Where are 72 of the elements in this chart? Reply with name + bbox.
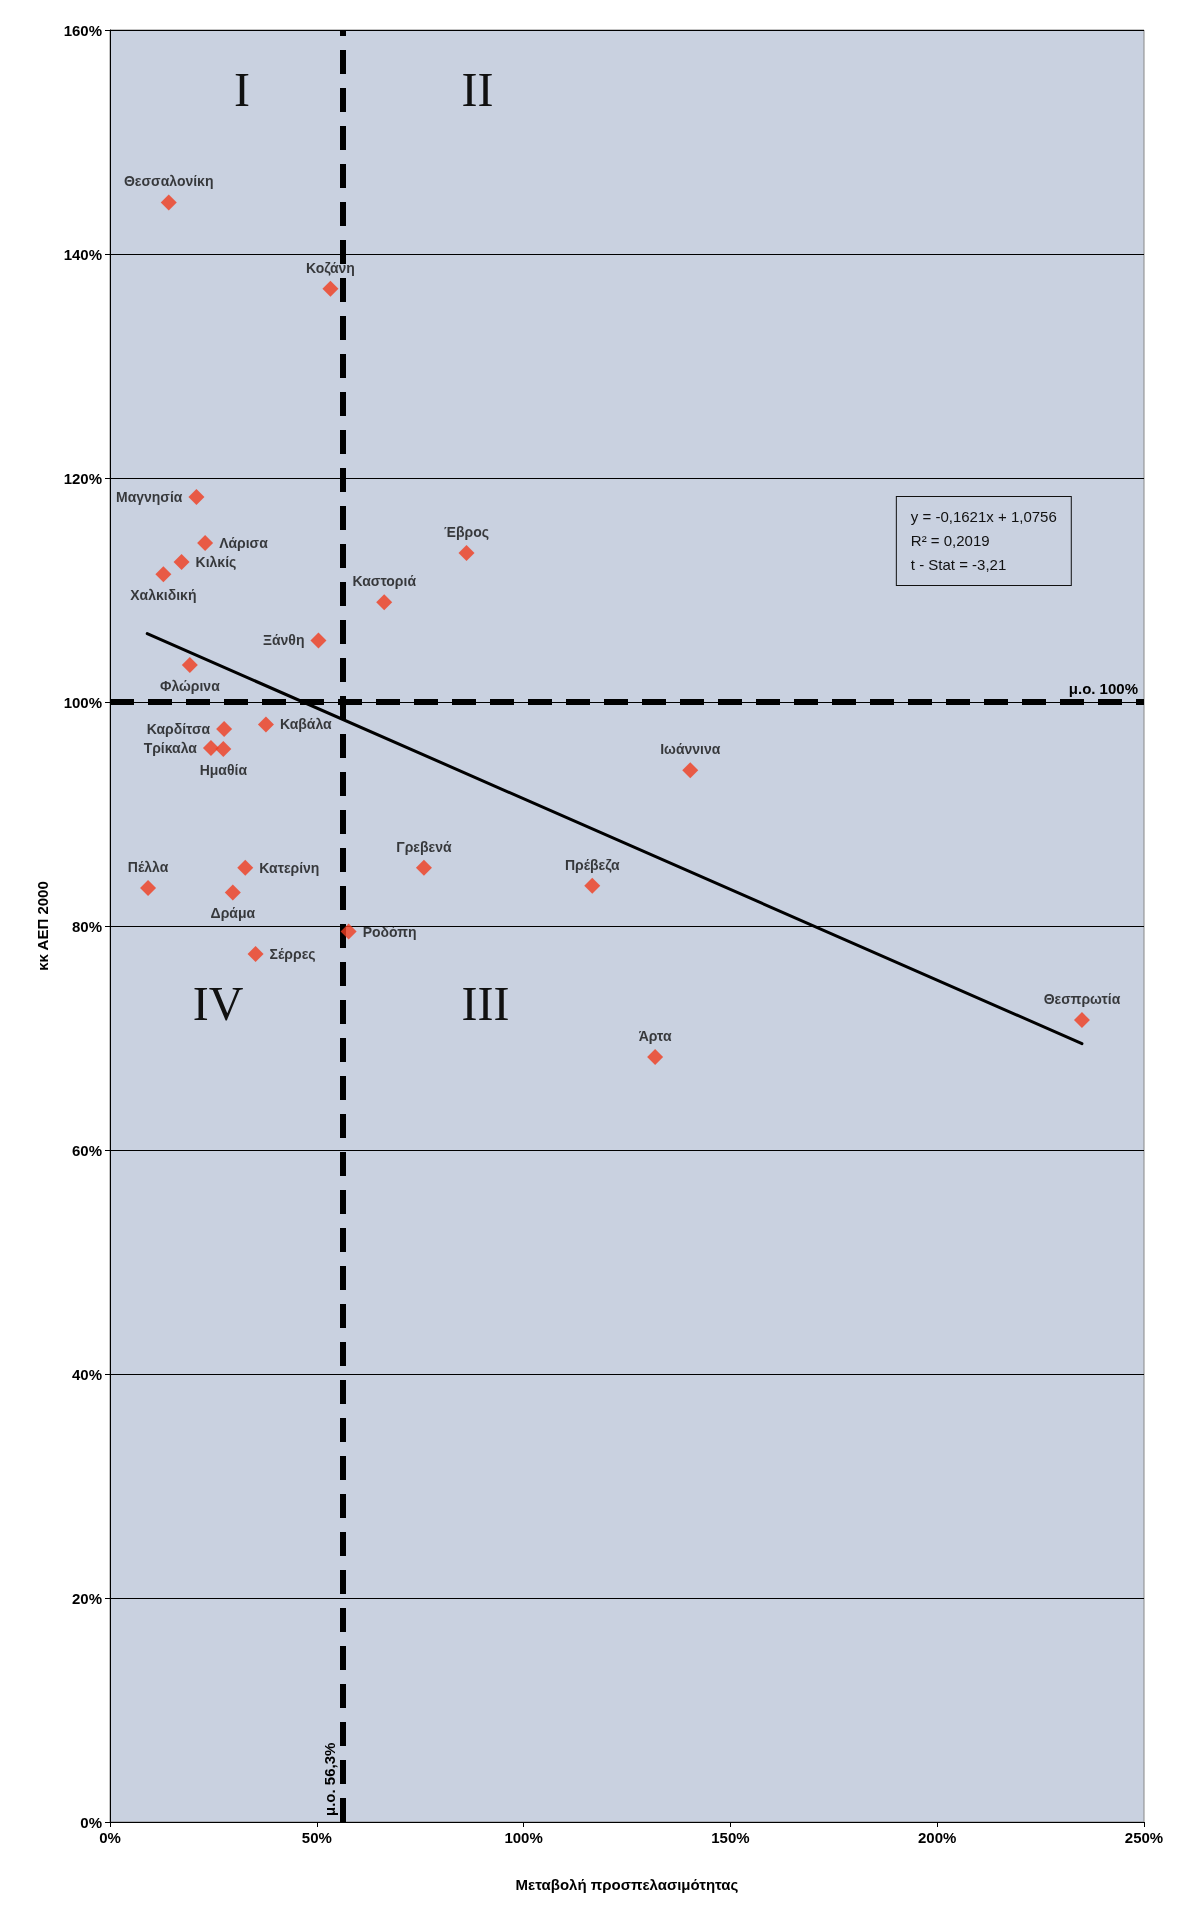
point bbox=[160, 194, 177, 211]
point bbox=[216, 720, 233, 737]
series-label: Πρέβεζα bbox=[564, 856, 620, 873]
series-label: Καβάλα bbox=[279, 716, 333, 733]
x-tick-label: 50% bbox=[301, 1829, 332, 1846]
series-label: Πέλλα bbox=[127, 858, 169, 875]
point bbox=[247, 946, 264, 962]
x-tick-label: 250% bbox=[1124, 1829, 1164, 1846]
point bbox=[155, 566, 172, 583]
point bbox=[340, 923, 357, 940]
point bbox=[458, 545, 475, 562]
x-axis-title: Μεταβολή προσπελασιμότητας bbox=[515, 1876, 739, 1893]
x-tick-label: 200% bbox=[918, 1829, 957, 1846]
series-label: Θεσσαλονίκη bbox=[123, 173, 214, 190]
point bbox=[647, 1049, 664, 1066]
point bbox=[197, 534, 214, 551]
ref-line-label: μ.ο. 100% bbox=[1068, 680, 1138, 697]
point bbox=[1073, 1012, 1090, 1029]
series-label: Ιωάννινα bbox=[660, 741, 721, 758]
series-label: Λάρισα bbox=[219, 534, 269, 551]
series-label: Κιλκίς bbox=[195, 554, 237, 570]
series-label: Ημαθία bbox=[199, 762, 248, 779]
point bbox=[173, 554, 190, 570]
ref-line-label: μ.ο. 56,3% bbox=[320, 1742, 338, 1816]
series-label: Φλώρινα bbox=[159, 678, 221, 695]
point bbox=[202, 739, 219, 756]
annotation: IV bbox=[192, 977, 244, 1031]
point bbox=[237, 859, 254, 876]
point bbox=[181, 657, 198, 674]
x-tick-label: 0% bbox=[99, 1829, 121, 1846]
x-tick-label: 100% bbox=[504, 1829, 543, 1846]
series-label: Ξάνθη bbox=[262, 632, 305, 649]
series-label: Ροδόπη bbox=[362, 923, 417, 940]
series-label: Έβρος bbox=[444, 524, 490, 541]
annotation: I bbox=[234, 63, 251, 117]
series-label: Μαγνησία bbox=[115, 489, 183, 506]
series-label: Κατερίνη bbox=[259, 859, 320, 876]
series-label: Σέρρες bbox=[269, 946, 316, 962]
point bbox=[415, 859, 432, 876]
series-label: Θεσπρωτία bbox=[1043, 991, 1121, 1008]
point bbox=[682, 762, 699, 779]
point bbox=[224, 884, 241, 901]
point bbox=[140, 879, 157, 896]
x-tick-label: 150% bbox=[711, 1829, 750, 1846]
y-tick-label: 80% bbox=[71, 917, 102, 935]
series-label: Τρίκαλα bbox=[143, 739, 198, 756]
point bbox=[322, 280, 339, 297]
annotation: y = -0,1621x + 1,0756 R² = 0,2019 t - Stat = -3,21 bbox=[910, 508, 1057, 574]
point bbox=[376, 594, 393, 611]
annotation: III bbox=[461, 977, 510, 1031]
y-tick-label: 40% bbox=[71, 1365, 102, 1383]
series-label: Γρεβενά bbox=[396, 838, 452, 855]
series-label: Κοζάνη bbox=[305, 259, 355, 276]
y-tick-label: 140% bbox=[63, 245, 102, 263]
annotation: II bbox=[461, 63, 494, 117]
series-label: Άρτα bbox=[638, 1028, 672, 1045]
series-label: Καρδίτσα bbox=[146, 720, 211, 737]
point bbox=[310, 632, 327, 649]
y-tick-label: 0% bbox=[80, 1813, 102, 1831]
y-tick-label: 120% bbox=[63, 469, 102, 487]
series-label: Καστοριά bbox=[352, 573, 417, 590]
point bbox=[188, 489, 205, 506]
y-tick-label: 160% bbox=[63, 21, 102, 39]
series-label: Δράμα bbox=[210, 905, 256, 922]
point bbox=[257, 716, 274, 733]
y-axis-title: κκ ΑΕΠ 2000 bbox=[34, 881, 51, 971]
series-label: Χαλκιδική bbox=[130, 587, 197, 604]
point bbox=[584, 877, 601, 894]
y-tick-label: 100% bbox=[63, 693, 102, 711]
y-tick-label: 20% bbox=[71, 1589, 102, 1607]
y-tick-label: 60% bbox=[71, 1141, 102, 1159]
point bbox=[215, 741, 232, 758]
